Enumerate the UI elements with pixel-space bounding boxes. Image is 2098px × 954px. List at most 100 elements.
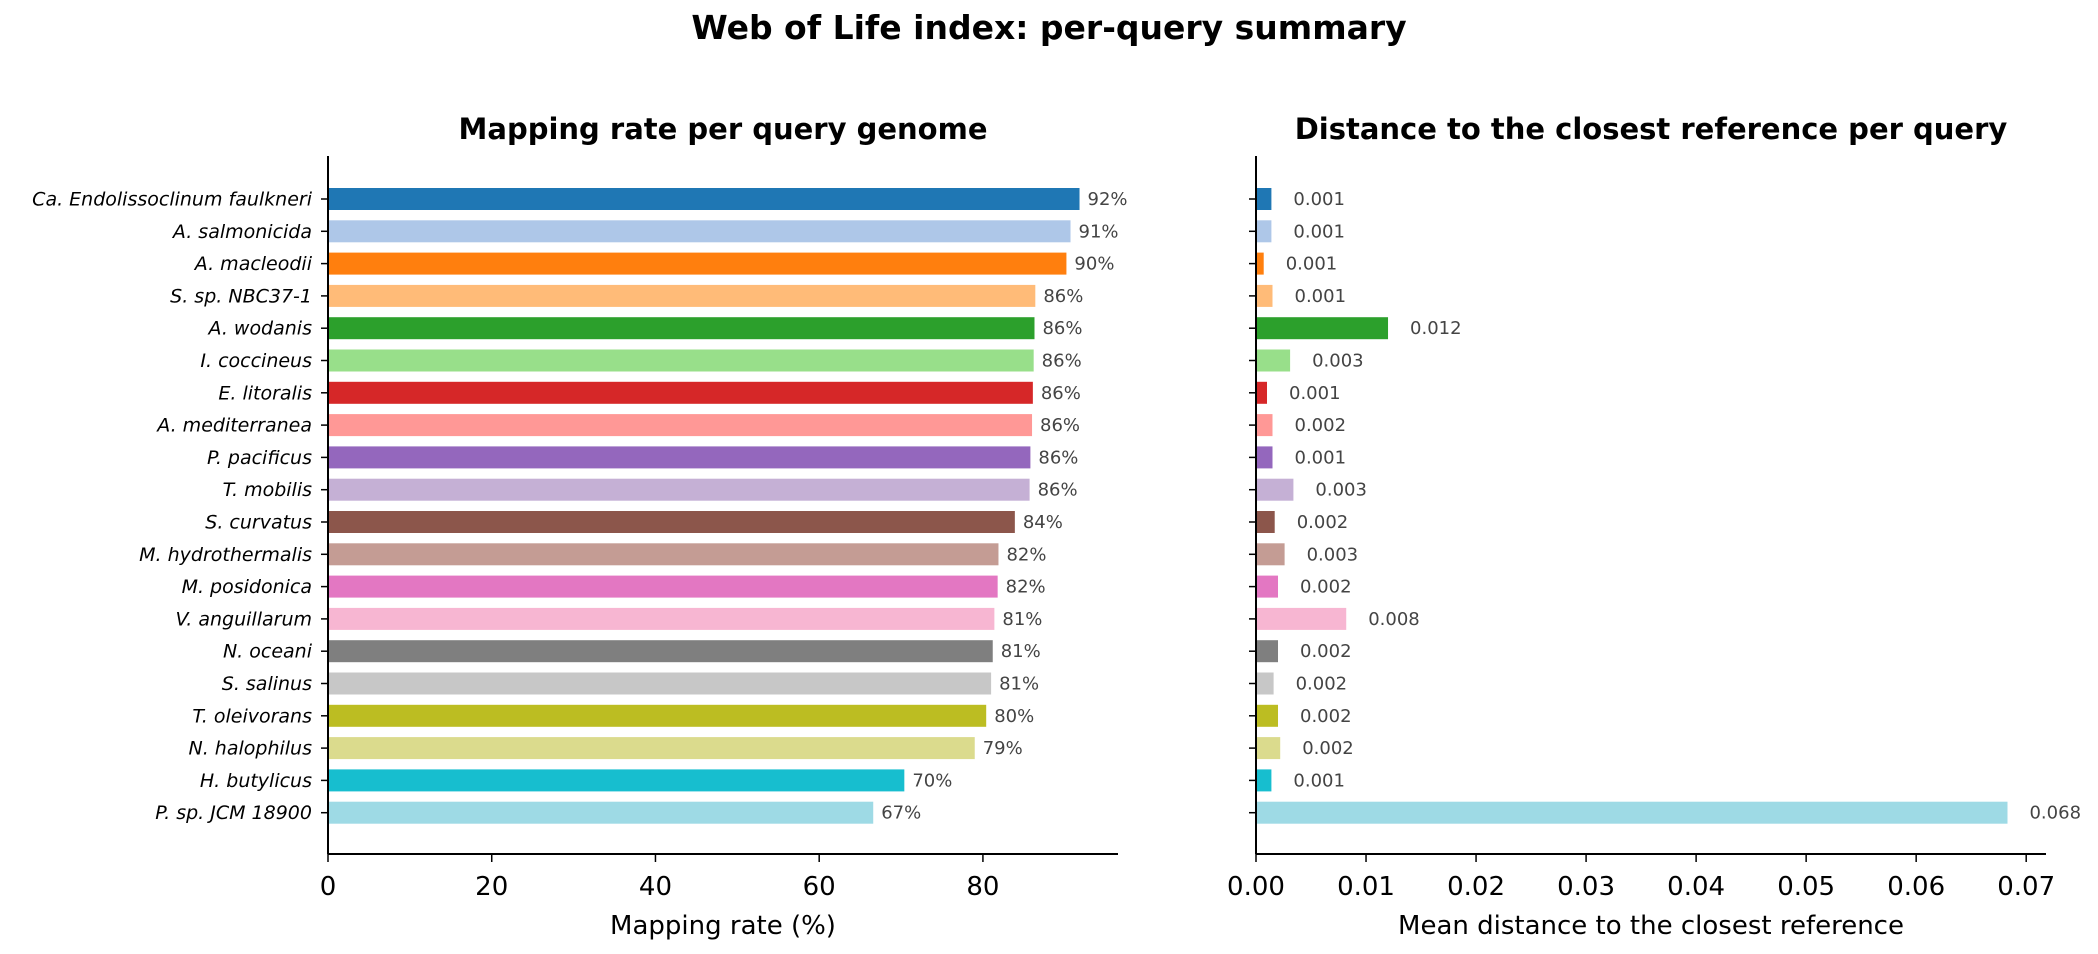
bar [1257, 317, 1389, 340]
bar [329, 349, 1034, 372]
data-label: 84% [1023, 512, 1063, 533]
figure-title: Web of Life index: per-query summary [691, 8, 1406, 47]
bar [329, 478, 1030, 501]
bar [1257, 414, 1273, 437]
data-label: 0.003 [1315, 480, 1367, 501]
data-label: 86% [1038, 447, 1078, 468]
data-label: 0.001 [1293, 770, 1345, 791]
data-label: 81% [999, 674, 1039, 695]
bar [329, 284, 1036, 307]
bar [1257, 672, 1274, 695]
category-label: E. litoralis [218, 382, 312, 404]
data-label: 0.002 [1300, 641, 1352, 662]
bar [329, 220, 1071, 243]
data-label: 86% [1042, 351, 1082, 372]
bar [329, 672, 992, 695]
panel-title: Distance to the closest reference per qu… [1295, 112, 2008, 146]
data-label: 79% [983, 738, 1023, 759]
mapping-rate-panel: Mapping rate per query genome 92% Ca. Endo… [32, 112, 1127, 941]
x-tick-label: 0.03 [1557, 872, 1615, 902]
bar [329, 414, 1033, 437]
category-label: M. hydrothermalis [139, 544, 312, 566]
data-label: 0.002 [1300, 577, 1352, 598]
bar [329, 704, 987, 727]
bar [1257, 478, 1294, 501]
category-label: P. pacificus [207, 447, 312, 469]
data-label: 0.001 [1295, 447, 1347, 468]
data-label: 86% [1041, 383, 1081, 404]
x-axis-label: Mean distance to the closest reference [1398, 911, 1904, 941]
x-tick-label: 0.01 [1337, 872, 1395, 902]
data-label: 86% [1038, 480, 1078, 501]
data-label: 86% [1040, 415, 1080, 436]
panel-title: Mapping rate per query genome [459, 112, 988, 146]
bar [1257, 607, 1347, 630]
bar [1257, 769, 1272, 792]
bar [329, 446, 1031, 469]
bar [329, 640, 993, 663]
bar [329, 737, 975, 760]
data-label: 0.002 [1296, 674, 1348, 695]
bar [1257, 543, 1285, 566]
category-label: M. posidonica [182, 576, 312, 598]
category-label: T. mobilis [223, 479, 312, 501]
data-label: 0.001 [1293, 221, 1345, 242]
bar [329, 769, 905, 792]
bar [329, 801, 874, 824]
x-tick-label: 0.00 [1227, 872, 1285, 902]
data-label: 0.001 [1293, 189, 1345, 210]
bar [329, 317, 1035, 340]
distance-panel: Distance to the closest reference per qu… [1227, 112, 2081, 941]
category-label: S. salinus [222, 673, 312, 695]
bar [1257, 575, 1279, 598]
bar [329, 188, 1080, 210]
x-tick-label: 80 [966, 872, 999, 902]
data-label: 0.002 [1295, 415, 1347, 436]
data-label: 0.001 [1289, 383, 1341, 404]
bar [329, 607, 995, 630]
category-label: T. oleivorans [192, 705, 312, 727]
bar [1257, 188, 1272, 210]
data-label: 0.002 [1300, 706, 1352, 727]
bar [1257, 349, 1291, 372]
bar [1257, 640, 1279, 663]
x-tick-label: 0.02 [1447, 872, 1505, 902]
data-label: 81% [1002, 609, 1042, 630]
data-label: 80% [994, 706, 1034, 727]
bar [1257, 381, 1268, 404]
data-label: 86% [1043, 286, 1083, 307]
data-label: 70% [912, 770, 952, 791]
data-label: 86% [1042, 318, 1082, 339]
data-label: 0.001 [1295, 286, 1347, 307]
data-label: 91% [1079, 221, 1119, 242]
data-label: 0.002 [1302, 738, 1354, 759]
data-label: 82% [1006, 544, 1046, 565]
bar [329, 511, 1015, 533]
x-tick-label: 0.07 [1997, 872, 2055, 902]
x-tick-label: 0.05 [1777, 872, 1835, 902]
data-label: 92% [1088, 189, 1128, 210]
category-label: H. butylicus [200, 770, 312, 792]
bar [329, 575, 998, 598]
category-label: S. sp. NBC37-1 [170, 285, 312, 307]
data-label: 0.003 [1307, 544, 1359, 565]
bar [329, 381, 1033, 404]
category-label: N. halophilus [189, 738, 313, 760]
data-label: 67% [881, 803, 921, 824]
bar [1257, 737, 1281, 760]
data-label: 0.008 [1368, 609, 1420, 630]
data-label: 0.001 [1286, 254, 1338, 275]
bar [1257, 511, 1275, 533]
category-label: P. sp. JCM 18900 [155, 802, 312, 824]
x-tick-label: 0 [320, 872, 337, 902]
category-label: N. oceani [223, 641, 313, 663]
data-label: 0.002 [1297, 512, 1349, 533]
x-tick-label: 0.06 [1887, 872, 1945, 902]
category-label: A. wodanis [206, 318, 312, 340]
category-label: A. salmonicida [171, 221, 312, 243]
bar [1257, 284, 1273, 307]
x-tick-label: 60 [803, 872, 836, 902]
x-tick-label: 20 [475, 872, 508, 902]
data-label: 81% [1001, 641, 1041, 662]
